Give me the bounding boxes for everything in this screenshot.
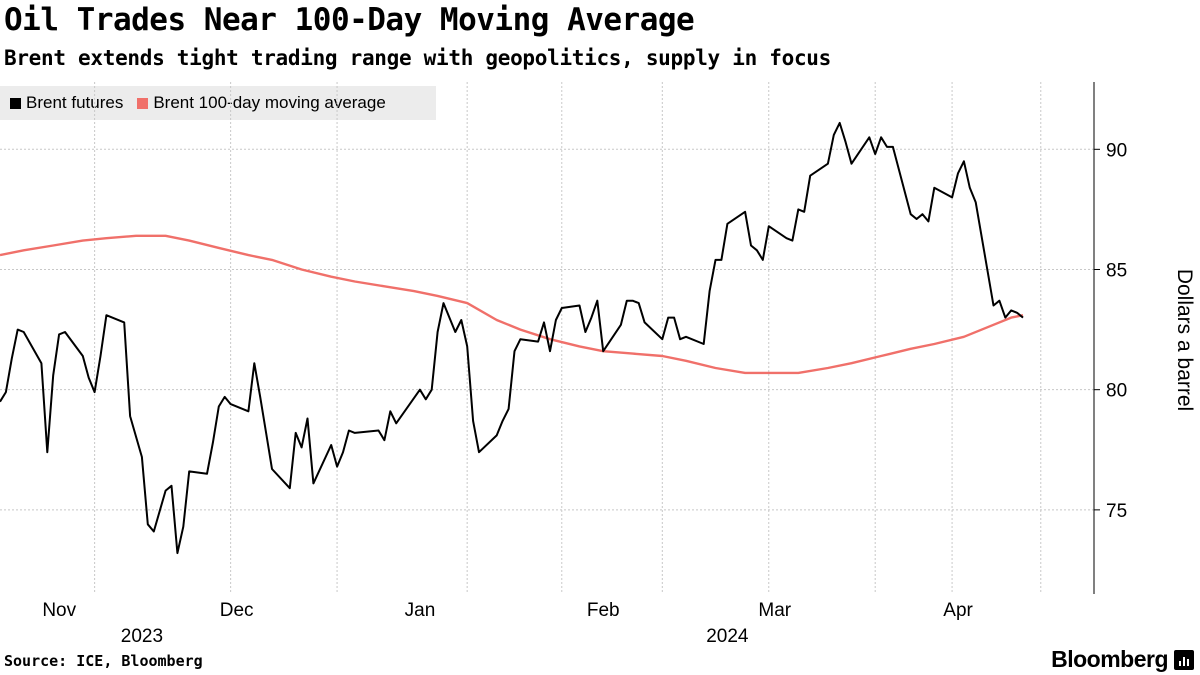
x-year-label: 2023	[121, 626, 163, 647]
y-tick-label: 75	[1106, 501, 1127, 522]
y-axis-title: Dollars a barrel	[1173, 269, 1196, 411]
legend-label-brent-futures: Brent futures	[26, 93, 124, 112]
x-year-label: 2024	[706, 626, 749, 647]
y-tick-label: 85	[1106, 260, 1127, 281]
chart-title: Oil Trades Near 100-Day Moving Average	[4, 2, 695, 38]
x-tick-label: Dec	[220, 600, 254, 621]
source-note: Source: ICE, Bloomberg	[4, 652, 203, 670]
chart-legend: Brent futures Brent 100-day moving avera…	[0, 86, 436, 120]
x-tick-label: Apr	[943, 600, 973, 621]
x-tick-label: Jan	[405, 600, 436, 621]
series-line-brent-futures	[0, 121, 1024, 555]
x-tick-label: Nov	[42, 600, 76, 621]
x-tick-label: Mar	[758, 600, 791, 621]
y-tick-label: 80	[1106, 381, 1127, 402]
legend-swatch-moving-average	[137, 97, 149, 109]
x-tick-label: Feb	[587, 600, 620, 621]
y-tick-label: 90	[1106, 140, 1127, 161]
series-line-moving-average	[0, 234, 1024, 375]
legend-item-moving-average: Brent 100-day moving average	[137, 93, 386, 113]
bloomberg-chart-icon	[1174, 650, 1194, 670]
chart-subtitle: Brent extends tight trading range with g…	[4, 46, 831, 70]
legend-item-brent-futures: Brent futures	[10, 93, 123, 113]
bloomberg-logo: Bloomberg	[1051, 646, 1168, 672]
legend-label-moving-average: Brent 100-day moving average	[153, 93, 386, 112]
legend-swatch-brent-futures	[10, 97, 21, 109]
